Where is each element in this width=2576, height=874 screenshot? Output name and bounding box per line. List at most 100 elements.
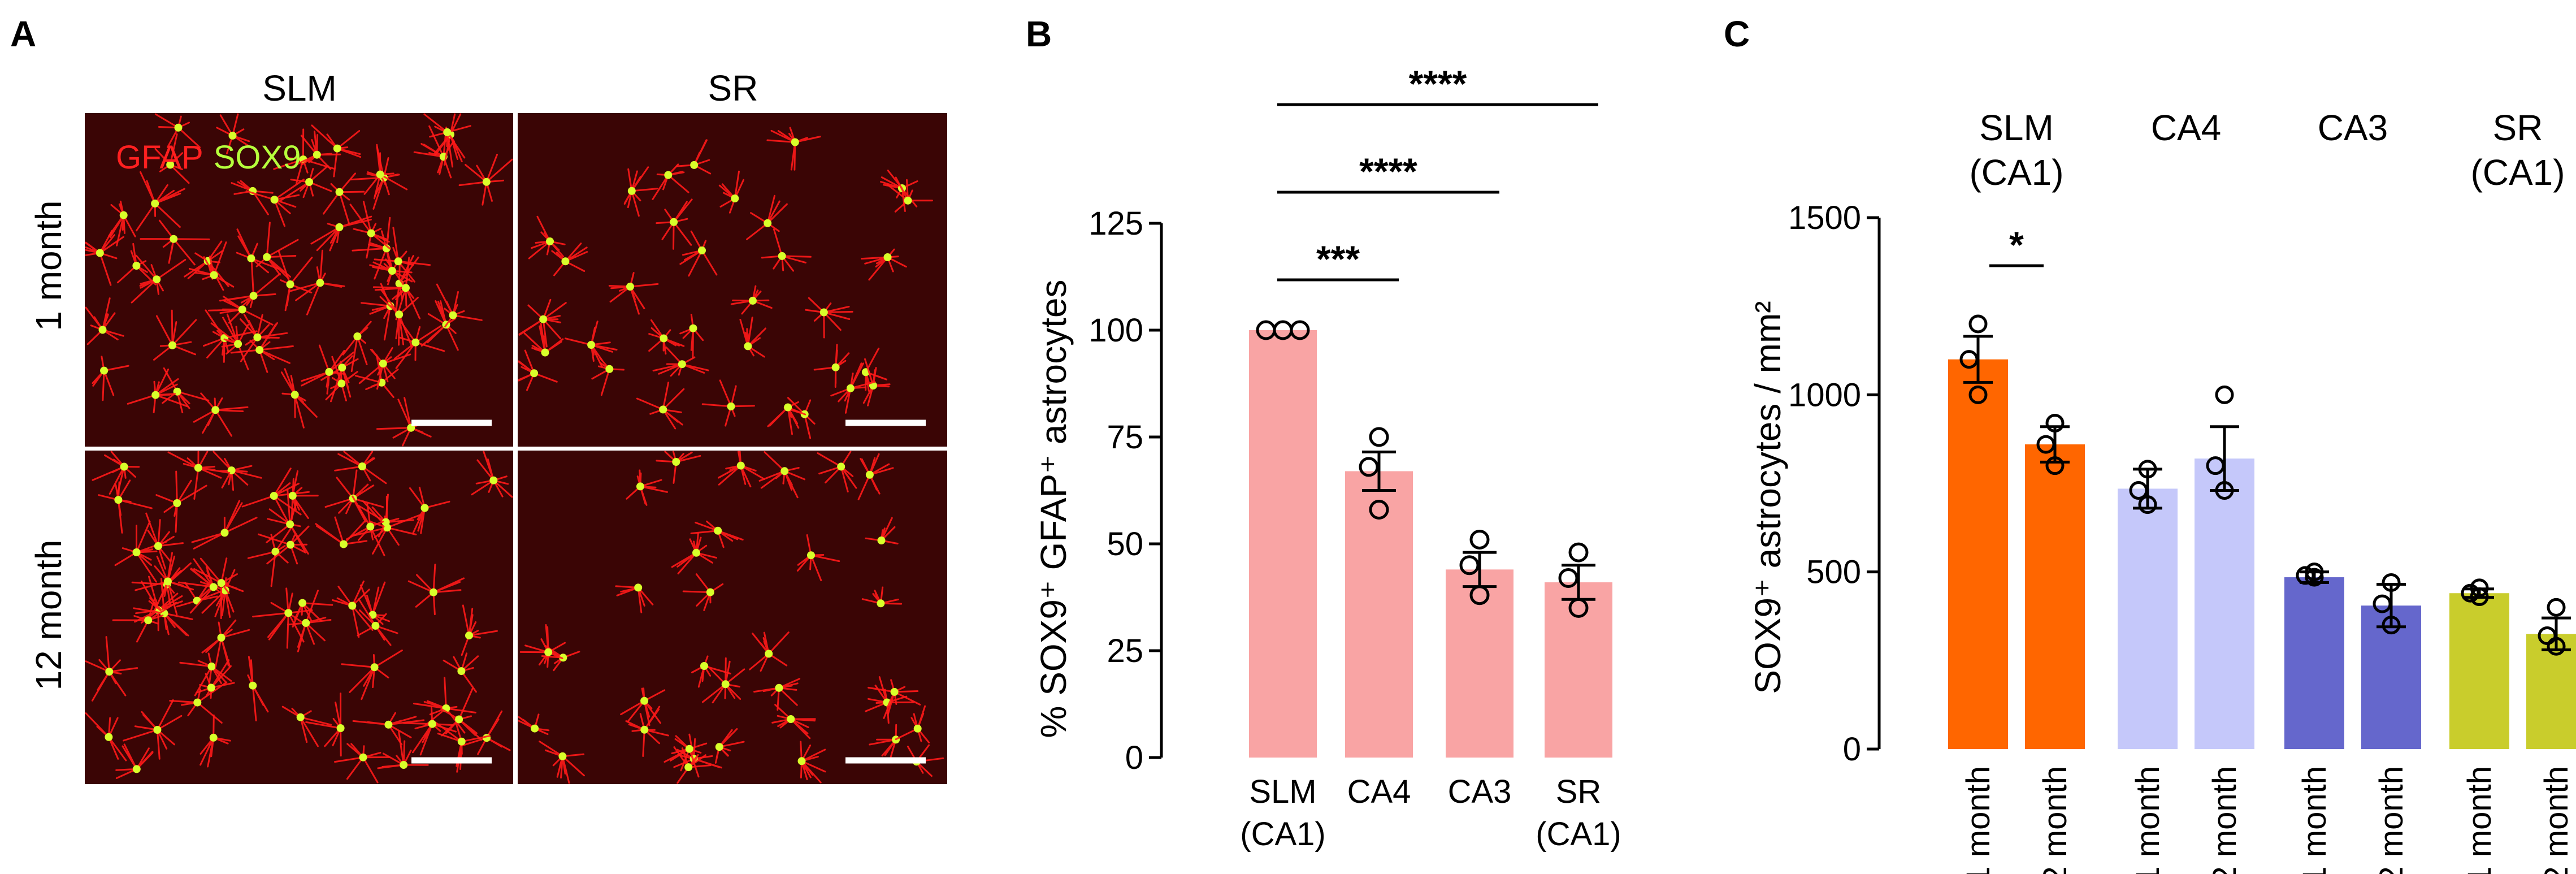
panel-c-y-tick-label: 1000 xyxy=(1788,377,1861,413)
panel-b-significance-label: **** xyxy=(1409,63,1467,105)
panel-b-bar xyxy=(1345,471,1413,758)
panel-c-significance-label: * xyxy=(2009,224,2024,266)
panel-b-data-point xyxy=(1290,320,1310,340)
panel-c-group-label: CA4 xyxy=(2151,107,2222,148)
panel-c-data-point xyxy=(2036,435,2055,454)
panel-b-data-point xyxy=(1558,568,1578,588)
stain-legend: GFAP SOX9 xyxy=(116,139,301,176)
panel-c-y-tick-label: 0 xyxy=(1843,731,1861,768)
stain-label-gfap: GFAP xyxy=(116,139,203,176)
panel-c-y-tick-label: 500 xyxy=(1806,554,1861,591)
column-label-sr: SR xyxy=(708,68,758,109)
panel-b-bar xyxy=(1446,569,1513,758)
panel-c-y-axis-title: SOX9⁺ astrocytes / mm² xyxy=(1747,301,1788,694)
panel-b-significance-label: *** xyxy=(1316,238,1360,280)
panel-b-y-tick-label: 75 xyxy=(1107,419,1143,456)
panel-c-data-point xyxy=(2373,594,2392,613)
micrograph-tile xyxy=(85,451,513,784)
panel-c-y-tick-label: 1500 xyxy=(1788,200,1861,236)
panel-a-micrographs: A SLM SR 1 month 12 month GFAP SOX9 xyxy=(10,14,947,784)
panel-b-data-point xyxy=(1369,500,1389,520)
panel-c-timepoint-label: 1 month xyxy=(2130,766,2166,874)
panel-b-y-tick-label: 25 xyxy=(1107,633,1143,669)
panel-c-timepoint-label: 12 month xyxy=(2538,766,2575,874)
panel-b-category-label: SR xyxy=(1556,773,1602,810)
panel-c-bar xyxy=(2361,605,2421,749)
panel-c-bar xyxy=(1948,359,2008,749)
panel-b-chart: B % SOX9⁺ GFAP⁺ astrocytes 0 25 50 75 100 125… xyxy=(1026,14,1621,853)
panel-b-y-axis-title: % SOX9⁺ GFAP⁺ astrocytes xyxy=(1033,280,1074,738)
panel-c-data-point xyxy=(2547,637,2566,656)
panel-c-timepoint-label: 1 month xyxy=(1960,766,1997,874)
panel-c-data-point xyxy=(2206,456,2225,475)
panel-b-data-point xyxy=(1568,598,1589,618)
micrograph-tile xyxy=(85,113,513,447)
panel-c-bar xyxy=(2195,458,2254,749)
panel-c-chart: C SOX9⁺ astrocytes / mm² 0 500 1000 1500 SLM… xyxy=(1724,14,2576,874)
panel-b-bar xyxy=(1545,582,1612,758)
panel-c-timepoint-label: 12 month xyxy=(2037,766,2074,874)
panel-b-category-label: CA3 xyxy=(1448,773,1512,810)
panel-b-y-tick-label: 0 xyxy=(1125,739,1143,776)
panel-c-data-point xyxy=(2382,573,2401,592)
panel-b-category-label: CA4 xyxy=(1347,773,1411,810)
panel-b-data-point xyxy=(1459,555,1480,576)
panel-a-label: A xyxy=(10,14,36,54)
panel-c-bar xyxy=(2025,444,2085,749)
panel-b-label: B xyxy=(1026,14,1052,54)
panel-c-timepoint-label: 12 month xyxy=(2206,766,2243,874)
panel-b-data-point xyxy=(1369,427,1389,447)
panel-c-bar xyxy=(2449,593,2509,749)
panel-b-y-tick-label: 125 xyxy=(1088,205,1143,242)
panel-c-marks: * xyxy=(1948,224,2576,749)
panel-c-bar xyxy=(2118,488,2178,749)
panel-b-category-sublabel: (CA1) xyxy=(1536,816,1621,853)
row-label-1-month: 1 month xyxy=(28,200,69,331)
micrograph-tile xyxy=(518,451,947,784)
panel-c-data-point xyxy=(2215,481,2234,500)
panel-b-axes: 0 25 50 75 100 125 SLM (CA1) CA4 CA3 SR (CA1) xyxy=(1088,205,1621,853)
panel-b-data-point xyxy=(1359,457,1379,477)
panel-c-group-sublabel: (CA1) xyxy=(2470,152,2565,193)
panel-c-data-point xyxy=(2138,495,2157,514)
panel-c-data-point xyxy=(2305,568,2324,587)
stain-label-sox9: SOX9 xyxy=(214,139,301,176)
panel-c-data-point xyxy=(2129,481,2148,500)
row-label-12-month: 12 month xyxy=(28,540,69,691)
micrograph-grid xyxy=(85,113,947,784)
column-label-slm: SLM xyxy=(262,68,337,109)
panel-c-data-point xyxy=(2470,587,2489,607)
panel-c-timepoint-label: 1 month xyxy=(2461,766,2498,874)
panel-b-data-point xyxy=(1469,529,1490,550)
panel-c-group-sublabel: (CA1) xyxy=(1969,152,2063,193)
panel-c-data-point xyxy=(2305,563,2324,582)
panel-c-timepoint-label: 1 month xyxy=(2296,766,2333,874)
panel-c-group-label: SLM xyxy=(1979,107,2054,148)
panel-c-timepoint-label: 12 month xyxy=(2373,766,2410,874)
panel-c-data-point xyxy=(2045,413,2065,432)
panel-c-data-point xyxy=(2296,566,2315,585)
panel-c-data-point xyxy=(2470,578,2489,598)
panel-b-category-label: SLM xyxy=(1249,773,1316,810)
panel-b-data-point xyxy=(1469,585,1490,605)
panel-b-y-tick-label: 50 xyxy=(1107,526,1143,563)
panel-b-marks: *********** xyxy=(1249,63,1612,758)
panel-c-data-point xyxy=(1968,385,1988,404)
panel-b-category-sublabel: (CA1) xyxy=(1240,816,1325,853)
panel-c-data-point xyxy=(2138,460,2157,479)
panel-b-error-bar xyxy=(1362,450,1396,492)
micrograph-tile xyxy=(518,113,947,447)
panel-c-bar xyxy=(2284,577,2344,749)
panel-c-data-point xyxy=(1959,350,1979,369)
panel-b-data-point xyxy=(1568,542,1589,563)
panel-c-error-bar xyxy=(2210,425,2239,492)
panel-c-data-point xyxy=(2461,583,2480,603)
panel-c-group-label: CA3 xyxy=(2318,107,2388,148)
panel-c-label: C xyxy=(1724,14,1750,54)
panel-b-y-tick-label: 100 xyxy=(1088,312,1143,349)
panel-c-data-point xyxy=(2045,456,2065,475)
panel-c-data-point xyxy=(1968,314,1988,334)
panel-c-data-point xyxy=(2538,626,2557,645)
